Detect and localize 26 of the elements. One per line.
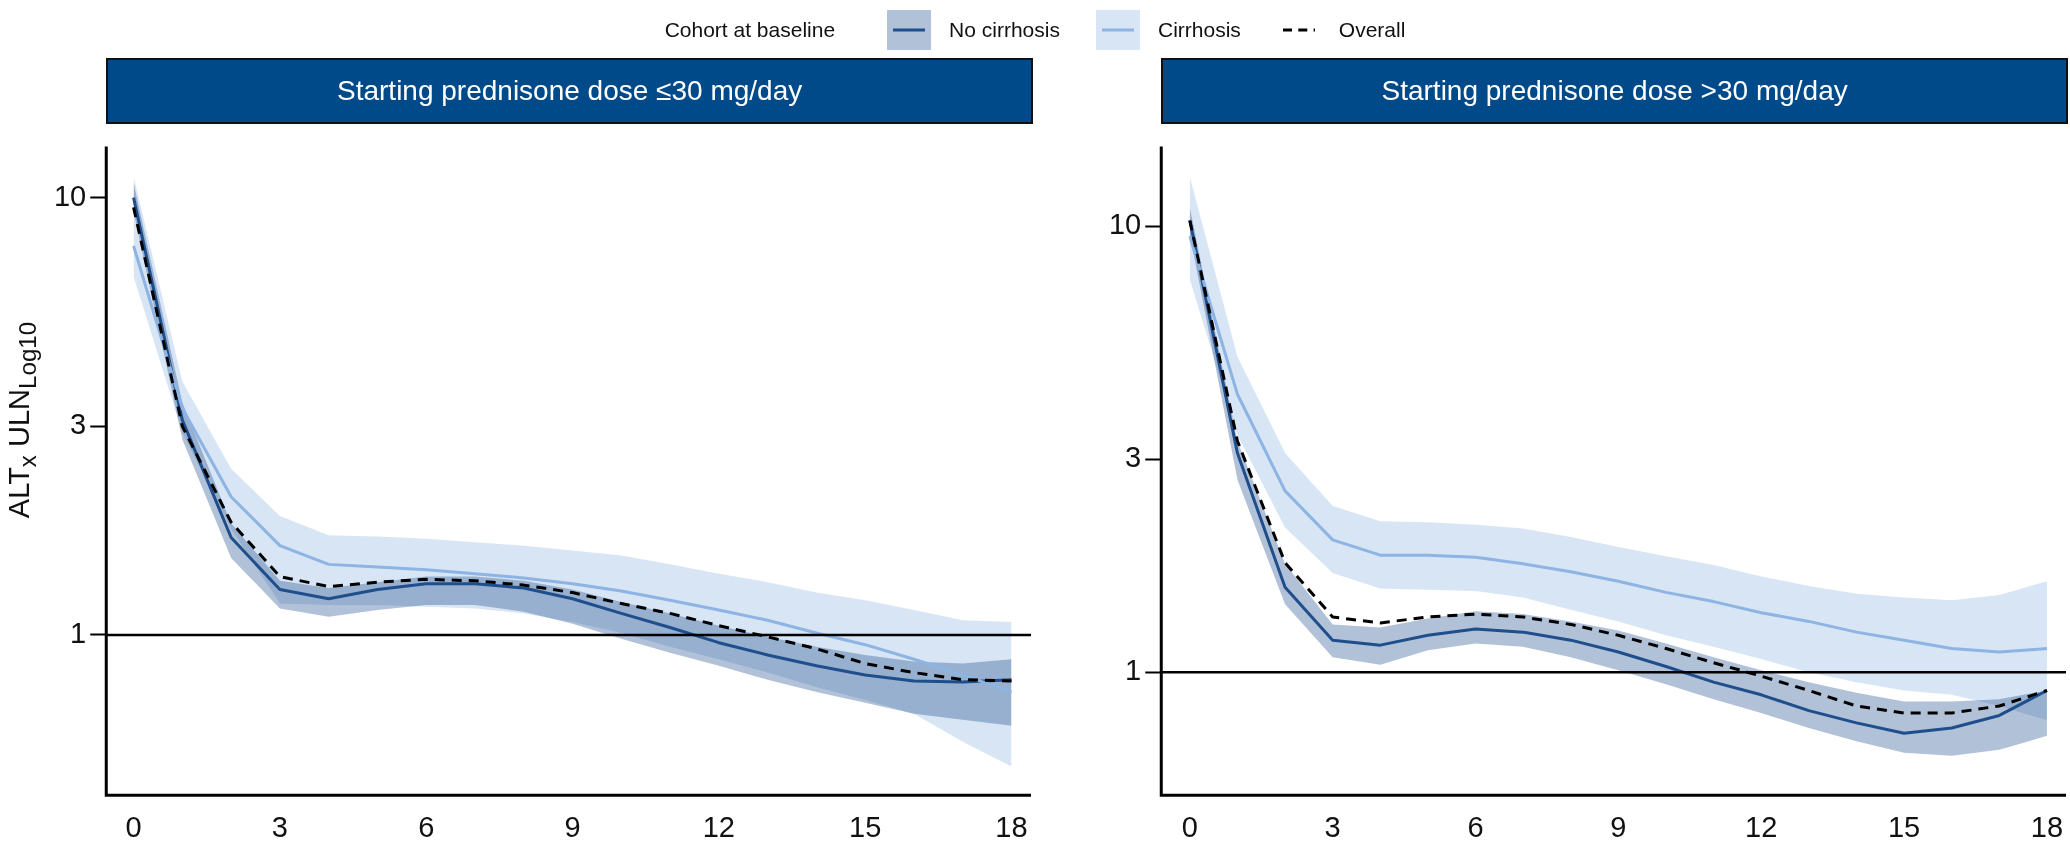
legend-label: Cirrhosis: [1157, 18, 1241, 42]
x-tick-label: 18: [995, 810, 1028, 843]
chart-title: Starting prednisone dose >30 mg/day: [1161, 58, 2068, 124]
y-tick-label: 1: [1125, 654, 1142, 687]
legend-label: Overall: [1338, 18, 1406, 42]
x-tick-label: 3: [1324, 810, 1341, 843]
x-tick-label: 3: [271, 810, 288, 843]
x-tick-label: 12: [702, 810, 735, 843]
x-tick-label: 9: [564, 810, 581, 843]
x-tick-label: 6: [418, 810, 435, 843]
y-tick-label: 10: [1108, 208, 1142, 241]
y-tick-label: 3: [70, 408, 87, 441]
x-tick-label: 0: [1181, 810, 1198, 843]
legend-title: Cohort at baseline: [664, 18, 836, 42]
x-tick-label: 9: [1610, 810, 1627, 843]
x-tick-label: 0: [125, 810, 142, 843]
chart-title: Starting prednisone dose ≤30 mg/day: [106, 58, 1033, 124]
y-tick-label: 3: [1125, 441, 1142, 474]
x-tick-label: 15: [1887, 810, 1921, 843]
x-tick-label: 6: [1467, 810, 1484, 843]
x-tick-label: 15: [849, 810, 882, 843]
y-tick-label: 10: [53, 179, 87, 212]
x-tick-label: 12: [1745, 810, 1778, 843]
legend-label: No cirrhosis: [949, 18, 1060, 42]
y-tick-label: 1: [70, 616, 87, 649]
x-tick-label: 18: [2030, 810, 2064, 843]
